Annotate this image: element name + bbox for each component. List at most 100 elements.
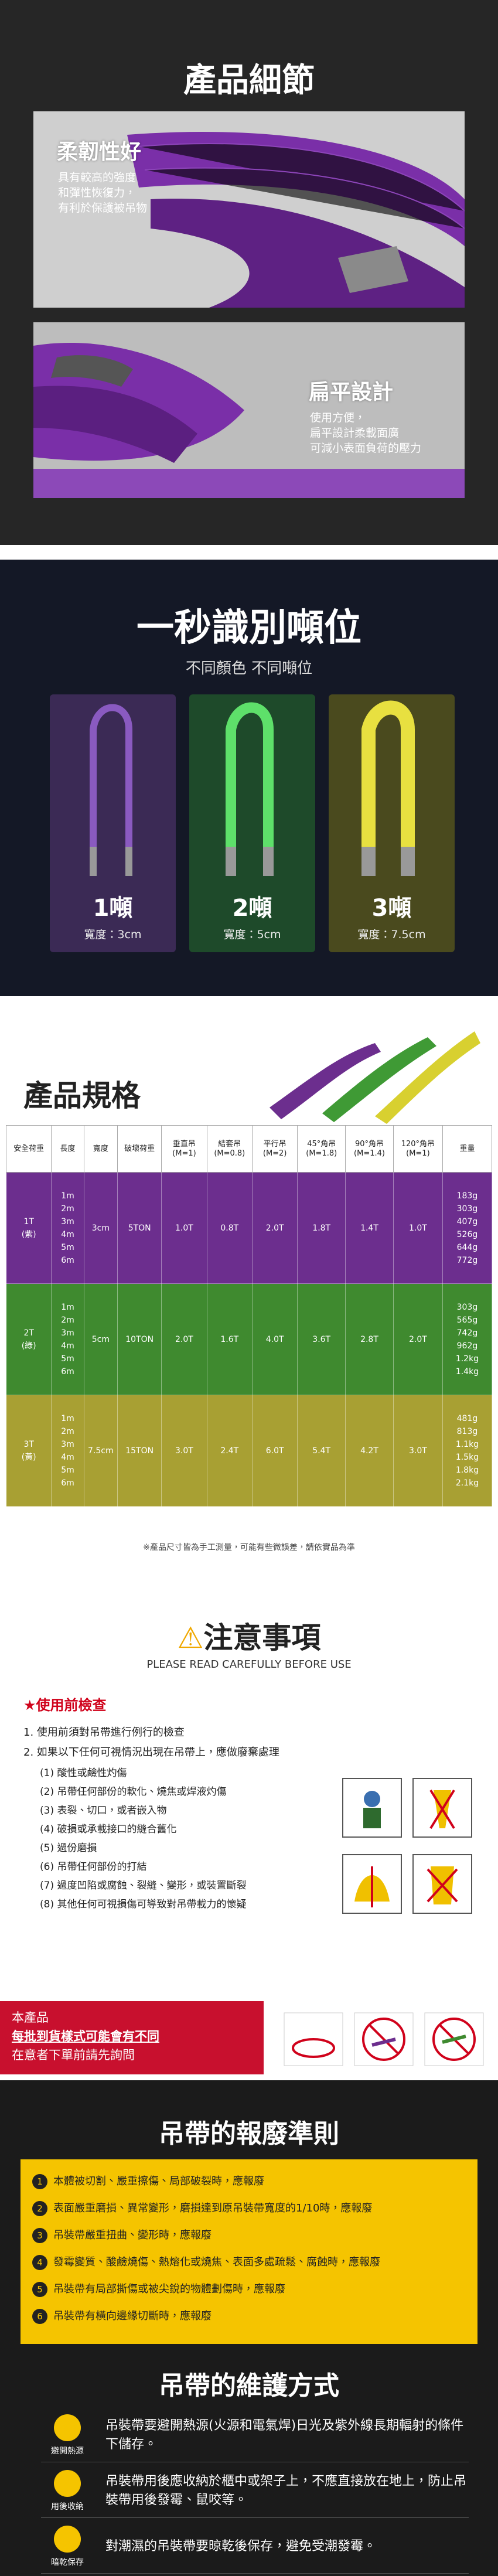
- section-title: 產品細節: [183, 62, 315, 100]
- damage-item: (5) 過份磨損: [40, 1842, 97, 1854]
- header-cell: 45°角吊 (M=1.8): [297, 1125, 346, 1173]
- rating-cell: 1.4T: [345, 1172, 394, 1284]
- header-m: (M=1): [172, 1149, 196, 1158]
- damage-item: (2) 吊帶任何部份的軟化、燒焦或焊液灼傷: [40, 1786, 227, 1798]
- spec-section: 產品規格 安全荷重 長度 寬度 破壞荷重 垂直吊 (M=1) 結套吊 (M=0.8) 平行吊 (M…: [0, 996, 498, 1570]
- header-cell: 120°角吊 (M=1): [393, 1125, 443, 1173]
- break-cell: 10TON: [117, 1283, 162, 1395]
- header-name: 安全荷重: [13, 1144, 45, 1153]
- care-text: 對潮濕的吊裝帶要晾乾後保存，避免受潮發霉。: [105, 2538, 377, 2554]
- damage-item: (6) 吊帶任何部份的打結: [40, 1861, 147, 1873]
- notice-section: ⚠注意事項 PLEASE READ CAREFULLY BEFORE USE ★…: [0, 1570, 498, 2080]
- scrap-box: 1 本體被切割、嚴重擦傷、局部破裂時，應報廢 2 表面嚴重磨損、異常變形，磨損達到原吊…: [21, 2159, 477, 2344]
- header-cell: 平行吊 (M=2): [251, 1125, 298, 1173]
- color-name: (黃): [21, 1452, 36, 1462]
- header-name: 重量: [459, 1144, 475, 1153]
- feature-text: 具有較高的強度 和彈性恢復力， 有利於保護被吊物: [58, 170, 147, 216]
- header-cell: 90°角吊 (M=1.4): [345, 1125, 394, 1173]
- detail-photo: 柔韌性好 具有較高的強度 和彈性恢復力， 有利於保護被吊物: [33, 111, 465, 308]
- rating-cell: 6.0T: [251, 1395, 298, 1507]
- rating-cell: 4.2T: [345, 1395, 394, 1507]
- weight: 303g: [456, 1204, 478, 1214]
- icon-circle: [54, 2469, 81, 2497]
- item-text: 本體被切割、嚴重擦傷、局部破裂時，應報廢: [53, 2175, 264, 2187]
- section-title: 吊帶的報廢準則: [159, 2119, 339, 2149]
- length: 2m: [61, 1426, 74, 1436]
- sling-photo: [270, 1031, 480, 1124]
- width-cell: 7.5cm: [83, 1395, 118, 1507]
- header-name: 45°角吊: [307, 1139, 336, 1149]
- header-row: 安全荷重 長度 寬度 破壞荷重 垂直吊 (M=1) 結套吊 (M=0.8) 平行吊 (M=2) 45…: [5, 1125, 493, 1173]
- item-number: 3: [32, 2228, 47, 2243]
- tonnage-card: 2噸 寬度：5cm: [189, 694, 315, 952]
- feature-line: 具有較高的強度: [58, 171, 137, 184]
- length: 6m: [61, 1255, 74, 1265]
- check-heading: ★使用前檢查: [23, 1697, 107, 1713]
- section-title: ⚠注意事項: [0, 1614, 498, 1657]
- tonnage-width: 寬度：5cm: [223, 928, 281, 941]
- feature-title: 柔韌性好: [57, 140, 142, 164]
- rating-cell: 1.0T: [161, 1172, 207, 1284]
- sling-illustration: [226, 702, 274, 876]
- spec-table: 安全荷重 長度 寬度 破壞荷重 垂直吊 (M=1) 結套吊 (M=0.8) 平行吊 (M=2) 45…: [5, 1125, 493, 1507]
- rating-cell: 1.6T: [206, 1283, 253, 1395]
- rating-cell: 2.0T: [251, 1172, 298, 1284]
- spec-row: 1T (紫) 1m 2m 3m 4m 5m 6m 3cm 5TON 1.0T 0.8T 2.0T 1.8T…: [5, 1172, 493, 1284]
- load-cell: 1T (紫): [5, 1172, 52, 1284]
- item-number: 5: [32, 2282, 47, 2297]
- care-icon: 避開熱源: [41, 2414, 94, 2456]
- weight: 407g: [456, 1217, 478, 1226]
- feature-line: 扁平設計柔載面廣: [310, 427, 400, 439]
- care-label: 用後收納: [51, 2502, 84, 2512]
- color-name: (紫): [21, 1229, 36, 1239]
- warning-line: 在意者下單前請先詢問: [12, 2048, 135, 2062]
- weight: 2.1kg: [455, 1478, 479, 1488]
- care-text: 吊裝帶要避開熱源(火源和電氣焊)日光及紫外線長期輻射的條件下儲存。: [105, 2418, 464, 2452]
- feature-line: 有利於保護被吊物: [58, 202, 148, 214]
- header-name: 結套吊: [218, 1139, 241, 1149]
- steps: 1. 使用前須對吊帶進行例行的檢查 2. 如果以下任何可視情況出現在吊帶上，應做廢…: [23, 1723, 279, 1763]
- icon-grid: [342, 1778, 472, 1914]
- length: 5m: [61, 1242, 74, 1252]
- warning-box: 本產品 每批到貨樣式可能會有不同 在意者下單前請先詢問: [0, 2001, 264, 2074]
- length: 1m: [61, 1413, 74, 1423]
- care-label: 暗乾保存: [51, 2557, 84, 2567]
- header-cell: 寬度: [83, 1125, 118, 1173]
- rating-cell: 3.0T: [393, 1395, 443, 1507]
- section-title: 一秒識別噸位: [137, 606, 361, 650]
- prohibit-icons: [284, 2012, 484, 2066]
- rating-cell: 5.4T: [297, 1395, 346, 1507]
- item-number: 2: [32, 2201, 47, 2216]
- care-icon: 用後收納: [41, 2469, 94, 2512]
- header-name: 90°角吊: [354, 1139, 384, 1149]
- length: 5m: [61, 1465, 74, 1475]
- length-cell: 1m 2m 3m 4m 5m 6m: [51, 1283, 84, 1395]
- scrap-item: 3 吊裝帶嚴重扭曲、變形時，應報廢: [32, 2222, 466, 2249]
- load: 3T: [23, 1439, 34, 1449]
- rating-cell: 3.0T: [161, 1395, 207, 1507]
- length: 3m: [61, 1217, 74, 1226]
- care-row: 暗乾保存 對潮濕的吊裝帶要晾乾後保存，避免受潮發霉。: [41, 2520, 469, 2574]
- header-cell: 長度: [51, 1125, 84, 1173]
- weight: 1.8kg: [455, 1465, 479, 1475]
- damage-item: (4) 破損或承載接口的縫合舊化: [40, 1824, 177, 1835]
- header-name: 垂直吊: [172, 1139, 196, 1149]
- header-cell: 重量: [442, 1125, 493, 1173]
- length: 4m: [61, 1452, 74, 1462]
- feature-line: 和彈性恢復力，: [58, 186, 137, 199]
- weight: 303g: [456, 1302, 478, 1312]
- rating-cell: 1.0T: [393, 1172, 443, 1284]
- feature-title: 扁平設計: [309, 380, 394, 404]
- section-title: 產品規格: [23, 1079, 141, 1113]
- length: 6m: [61, 1478, 74, 1488]
- break-cell: 5TON: [117, 1172, 162, 1284]
- tonnage-label: 1噸: [93, 895, 133, 922]
- width-cell: 5cm: [83, 1283, 118, 1395]
- header-cell: 破壞荷重: [117, 1125, 162, 1173]
- length: 5m: [61, 1354, 74, 1364]
- warning-line: 本產品: [12, 2011, 49, 2025]
- spec-note: ※產品尺寸皆為手工測量，可能有些微誤差，請依實品為準: [143, 1543, 355, 1552]
- feature-text: 使用方便， 扁平設計柔載面廣 可減小表面負荷的壓力: [310, 410, 421, 456]
- weight: 1.2kg: [455, 1354, 479, 1364]
- feature-line: 可減小表面負荷的壓力: [310, 442, 422, 455]
